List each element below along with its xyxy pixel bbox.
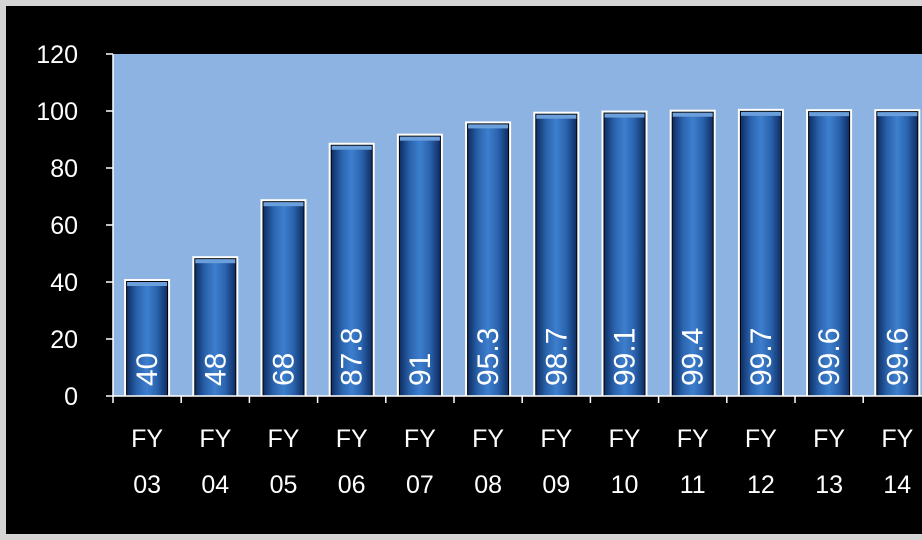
bar-cap xyxy=(331,145,372,150)
plot-area xyxy=(113,54,922,396)
data-label: 68 xyxy=(268,353,301,386)
y-tick-label: 80 xyxy=(50,155,78,183)
bar-cap xyxy=(195,259,236,264)
bar xyxy=(740,111,781,396)
x-category-label-line1: FY xyxy=(540,425,572,453)
x-category-label-line1: FY xyxy=(813,425,845,453)
x-category-label-line1: FY xyxy=(609,425,641,453)
bar xyxy=(399,136,440,396)
y-tick-label: 40 xyxy=(50,269,78,297)
x-category-label-line1: FY xyxy=(881,425,913,453)
x-category-label-line2: 09 xyxy=(542,471,570,499)
y-axis: 0 20 40 60 80 100 120 xyxy=(36,41,114,411)
x-category-label-line1: FY xyxy=(404,425,436,453)
bar-cap xyxy=(127,282,168,286)
bar-cap xyxy=(877,112,918,117)
x-category-label-line1: FY xyxy=(472,425,504,453)
y-tick-label: 0 xyxy=(64,383,78,411)
bar xyxy=(604,113,645,396)
bar-cap xyxy=(399,136,440,141)
y-tick-label: 20 xyxy=(50,326,78,354)
bar xyxy=(331,145,372,396)
data-label: 48 xyxy=(199,353,232,386)
bar xyxy=(672,112,713,397)
bars-group: 40 48 68 87.8 91 95.3 98.7 99.1 99.4 99.7 99.6 99.6 xyxy=(124,108,921,397)
bar xyxy=(263,202,304,396)
data-label: 99.6 xyxy=(881,328,914,386)
x-category-label-line1: FY xyxy=(268,425,300,453)
data-label: 99.1 xyxy=(609,328,642,386)
bar-cap xyxy=(740,111,781,116)
x-category-label-line2: 06 xyxy=(338,471,366,499)
x-category-label-line1: FY xyxy=(199,425,231,453)
bar-cap xyxy=(468,124,509,129)
data-label: 95.3 xyxy=(472,328,505,386)
x-category-label-line1: FY xyxy=(677,425,709,453)
data-label: 87.8 xyxy=(336,328,369,386)
x-category-label-line2: 05 xyxy=(270,471,298,499)
x-category-label-line2: 13 xyxy=(815,471,843,499)
bar xyxy=(195,259,236,396)
bar-cap xyxy=(263,202,304,207)
bar-cap xyxy=(536,114,577,119)
bar xyxy=(468,124,509,397)
data-label: 99.4 xyxy=(677,328,710,386)
x-category-label-line2: 11 xyxy=(680,471,706,499)
data-label: 99.6 xyxy=(813,328,846,386)
data-label: 99.7 xyxy=(745,328,778,386)
data-label: 98.7 xyxy=(540,328,573,386)
x-category-label-line2: 07 xyxy=(406,471,434,499)
x-category-label-line2: 08 xyxy=(474,471,502,499)
x-category-label-line2: 14 xyxy=(883,471,911,499)
x-category-label-line2: 12 xyxy=(747,471,775,499)
y-tick-label: 100 xyxy=(36,98,78,126)
bar-cap xyxy=(672,112,713,117)
bar-cap xyxy=(809,112,850,117)
x-category-label-line1: FY xyxy=(745,425,777,453)
data-label: 91 xyxy=(404,353,437,386)
bar xyxy=(127,282,168,396)
bar-cap xyxy=(604,113,645,118)
bar xyxy=(809,112,850,396)
y-tick-label: 120 xyxy=(36,41,78,69)
y-tick-label: 60 xyxy=(50,212,78,240)
bar xyxy=(877,112,918,396)
x-category-label-line2: 04 xyxy=(201,471,229,499)
x-category-label-line2: 03 xyxy=(133,471,161,499)
x-category-label-line2: 10 xyxy=(611,471,639,499)
data-label: 40 xyxy=(131,353,164,386)
x-category-label-line1: FY xyxy=(336,425,368,453)
x-axis: FY 03 FY 04 FY 05 FY 06 FY 07 FY 08 FY 09 FY 10 FY 11 FY 12… xyxy=(112,395,922,499)
bar xyxy=(536,114,577,396)
x-category-label-line1: FY xyxy=(131,425,163,453)
